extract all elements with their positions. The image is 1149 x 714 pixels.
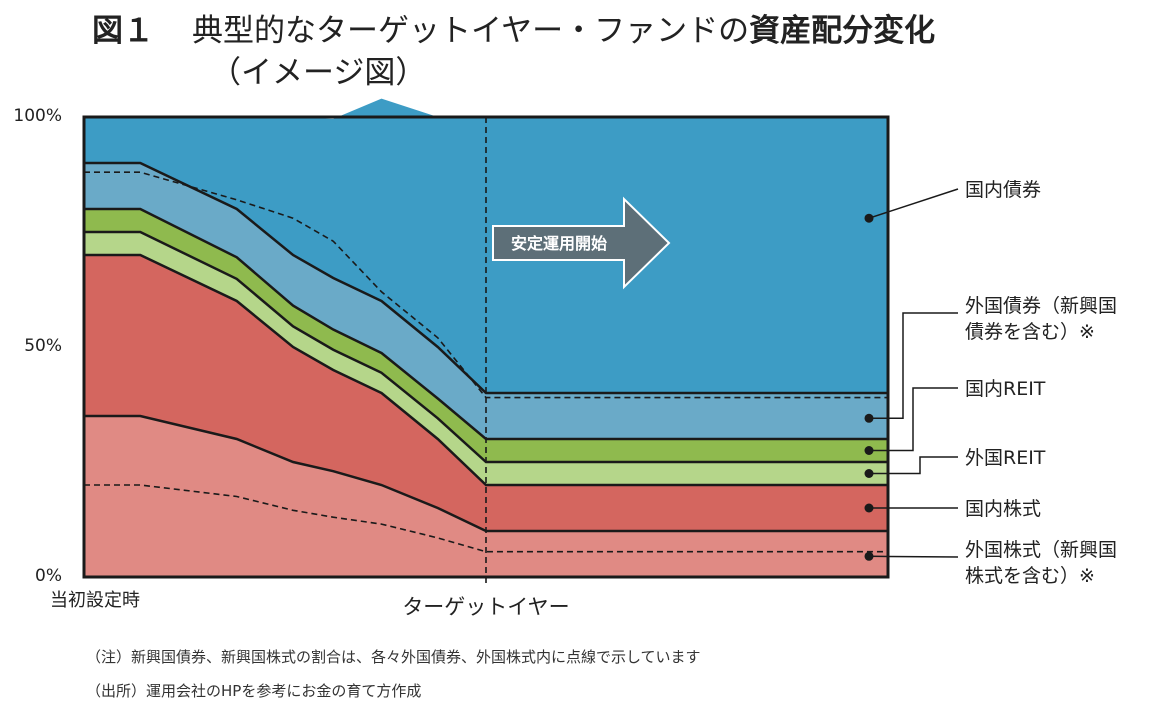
y-tick-label: 0% xyxy=(35,566,62,586)
series-boundary-3 xyxy=(84,230,888,464)
legend-label: 国内債券 xyxy=(965,179,1041,201)
series-area-3 xyxy=(84,232,888,485)
legend-label: 外国債券（新興国 xyxy=(965,295,1117,317)
legend-leader-line xyxy=(869,456,958,475)
figure-number: 図１ xyxy=(92,13,154,49)
legend-label: 外国株式（新興国 xyxy=(965,539,1117,561)
series-area-5 xyxy=(84,163,888,439)
series-boundary-1 xyxy=(84,414,888,533)
x-start-label: 当初設定時 xyxy=(50,590,140,611)
chart-title: 図１ 典型的なターゲットイヤー・ファンドの資産配分変化 xyxy=(92,12,935,50)
source-note: （出所）運用会社のHPを参考にお金の育て方作成 xyxy=(86,682,422,700)
series-area-1 xyxy=(84,416,888,577)
legend-label: 債券を含む）※ xyxy=(965,321,1095,343)
y-tick-label: 100% xyxy=(13,106,62,126)
chart-subtitle: （イメージ図） xyxy=(210,55,427,91)
series-boundary-2 xyxy=(84,253,888,487)
arrow-label: 安定運用開始 xyxy=(511,234,607,253)
series-boundary-4 xyxy=(84,207,888,441)
emerging-subset-line-1 xyxy=(84,484,888,553)
legend-label: 株式を含む）※ xyxy=(965,565,1095,587)
series-area-2 xyxy=(84,255,888,531)
y-tick-label: 50% xyxy=(24,336,62,356)
x-target-label: ターゲットイヤー xyxy=(402,595,569,619)
legend-leader-line xyxy=(868,555,959,558)
legend-label: 国内株式 xyxy=(965,498,1041,520)
legend-label: 国内REIT xyxy=(965,378,1046,400)
legend-leader-line xyxy=(868,188,959,219)
title-emphasis: 資産配分変化 xyxy=(749,13,936,49)
legend-leader-line xyxy=(869,387,958,452)
stable-operation-arrow xyxy=(492,196,671,290)
footnote: （注）新興国債券、新興国株式の割合は、各々外国債券、外国株式内に点線で示していま… xyxy=(86,648,701,666)
legend-leader-line xyxy=(869,312,958,420)
series-area-6 xyxy=(84,98,888,393)
legend-label: 外国REIT xyxy=(965,447,1046,469)
title-text: 典型的なターゲットイヤー・ファンドの xyxy=(192,13,750,49)
emerging-subset-line-2 xyxy=(84,171,888,399)
series-area-4 xyxy=(84,209,888,462)
